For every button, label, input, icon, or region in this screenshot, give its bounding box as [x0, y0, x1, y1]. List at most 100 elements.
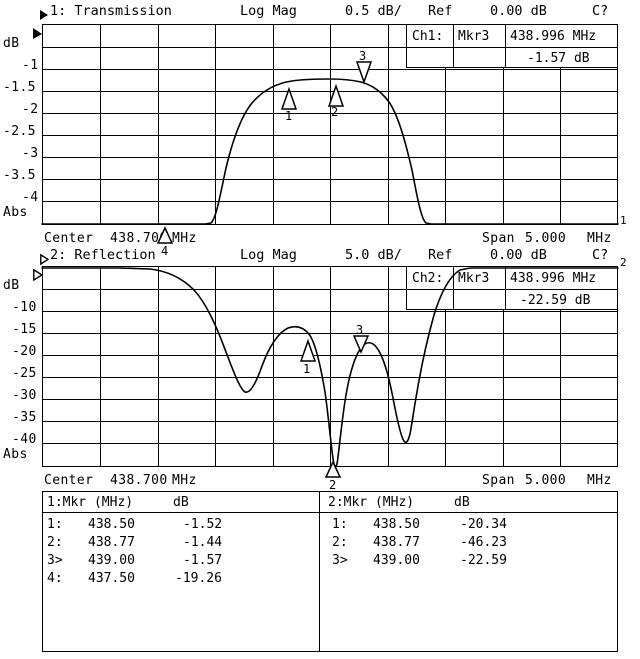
channel1-marker-readout-box: Ch1: Mkr3 438.996 MHz -1.57 dB [406, 24, 618, 68]
channel1-readout-amplitude: -1.57 dB [527, 51, 590, 66]
channel2-center-unit: MHz [172, 473, 197, 488]
channel1-ref-label: Ref [428, 3, 453, 19]
marker-table-left-row-1-freq: 438.50 [88, 517, 135, 532]
channel1-correction-status[interactable]: C? [592, 3, 609, 19]
marker-table-left-row-1-id: 1: [47, 517, 63, 532]
marker-table-left-row-2-value: -1.44 [183, 535, 223, 550]
channel1-marker-3-label: 3 [359, 49, 367, 63]
marker-table-right-row-2-freq: 438.77 [373, 535, 420, 550]
channel2-marker-1[interactable] [299, 338, 317, 363]
marker-table-right-row-1-freq: 438.50 [373, 517, 420, 532]
channel2-ytick-6: -40 [12, 432, 37, 447]
channel2-readout-marker[interactable]: Mkr3 [458, 271, 490, 286]
channel2-ytick-4: -30 [12, 388, 37, 403]
marker-table-right-row-2-id: 2: [332, 535, 348, 550]
channel1-marker-3[interactable] [355, 61, 373, 85]
channel1-ytick-2: -2 [22, 102, 39, 117]
channel1-format[interactable]: Log Mag [240, 3, 297, 19]
marker-table-right-row-3-freq: 439.00 [373, 553, 420, 568]
channel1-scale-per-division[interactable]: 0.5 dB/ [345, 3, 402, 19]
marker-table-left-row-4-value: -19.26 [175, 571, 222, 586]
channel2-ref-value[interactable]: 0.00 dB [490, 247, 547, 263]
channel1-span-unit: MHz [587, 231, 612, 246]
channel1-ytick-3: -2.5 [3, 124, 36, 139]
channel1-ytick-4: -3 [22, 146, 39, 161]
channel2-span-label: Span [482, 473, 515, 488]
channel1-active-pointer-icon [40, 6, 49, 25]
channel2-active-pointer-icon [40, 250, 50, 269]
channel2-correction-status[interactable]: C? [592, 247, 609, 263]
channel2-marker-readout-box: Ch2: Mkr3 438.996 MHz -22.59 dB [406, 266, 618, 310]
channel2-readout-channel: Ch2: [412, 271, 444, 286]
channel2-readout-frequency: 438.996 MHz [510, 271, 597, 286]
channel1-marker-1-label: 1 [285, 109, 293, 123]
channel2-reference-pointer-icon [33, 266, 44, 285]
channel1-yaxis-unit: dB [3, 36, 20, 51]
marker-table-left-row-3-value: -1.57 [183, 553, 223, 568]
channel1-title[interactable]: 1: Transmission [50, 3, 172, 19]
channel2-trace-index: 2 [620, 256, 627, 269]
channel1-marker-2-label: 2 [331, 105, 339, 119]
channel1-span-label: Span [482, 231, 515, 246]
marker-table-right-unit-header: dB [454, 495, 470, 510]
channel1-ytick-0: -1 [22, 58, 39, 73]
channel2-marker-2-label: 2 [329, 478, 337, 492]
channel1-marker-4[interactable] [156, 226, 174, 245]
channel2-readout-amplitude: -22.59 dB [520, 293, 591, 308]
channel2-ytick-2: -20 [12, 344, 37, 359]
channel1-marker-1[interactable] [280, 86, 298, 111]
marker-table-left-row-2-freq: 438.77 [88, 535, 135, 550]
channel2-yaxis-unit: dB [3, 278, 20, 293]
channel1-trace-index: 1 [620, 214, 627, 227]
channel2-span-unit: MHz [587, 473, 612, 488]
marker-table-right-row-1-value: -20.34 [460, 517, 507, 532]
channel2-yaxis-mode: Abs [3, 447, 28, 462]
channel2-format[interactable]: Log Mag [240, 247, 297, 263]
marker-table-right-row-2-value: -46.23 [460, 535, 507, 550]
marker-table-left-row-2-id: 2: [47, 535, 63, 550]
marker-table-left-title: 1:Mkr (MHz) [47, 495, 134, 510]
marker-table-left-row-3-freq: 439.00 [88, 553, 135, 568]
marker-table-left-row-1-value: -1.52 [183, 517, 223, 532]
channel2-scale-per-division[interactable]: 5.0 dB/ [345, 247, 402, 263]
channel2-ytick-3: -25 [12, 366, 37, 381]
channel1-center-value[interactable]: 438.700 [110, 231, 168, 246]
channel2-marker-3[interactable] [352, 335, 370, 354]
channel1-marker-2[interactable] [327, 83, 345, 108]
marker-table-right-title: 2:Mkr (MHz) [328, 495, 415, 510]
channel2-ref-label: Ref [428, 247, 453, 263]
channel2-ytick-0: -10 [12, 300, 37, 315]
channel2-ytick-5: -35 [12, 410, 37, 425]
channel2-marker-2[interactable] [324, 460, 342, 479]
channel2-marker-3-label: 3 [356, 323, 364, 337]
marker-table-right-row-3-id: 3> [332, 553, 348, 568]
channel1-readout-channel: Ch1: [412, 29, 444, 44]
channel1-ytick-6: -4 [22, 190, 39, 205]
marker-table-right-row-1-id: 1: [332, 517, 348, 532]
channel1-center-unit: MHz [172, 231, 197, 246]
channel1-readout-marker[interactable]: Mkr3 [458, 29, 490, 44]
channel2-span-value[interactable]: 5.000 [525, 473, 567, 488]
channel1-center-label: Center [44, 231, 94, 246]
channel2-marker-1-label: 1 [303, 362, 311, 376]
channel1-ytick-1: -1.5 [3, 80, 36, 95]
channel1-reference-pointer-icon [33, 25, 43, 44]
channel2-ytick-1: -15 [12, 322, 37, 337]
channel2-title[interactable]: 2: Reflection [50, 247, 156, 263]
marker-table-left-unit-header: dB [173, 495, 189, 510]
channel1-yaxis-mode: Abs [3, 205, 28, 220]
marker-table-left-row-3-id: 3> [47, 553, 63, 568]
marker-table-right: 2:Mkr (MHz) dB 1: 438.50 -20.34 2: 438.7… [320, 491, 618, 652]
channel2-center-label: Center [44, 473, 94, 488]
marker-table-left-row-4-id: 4: [47, 571, 63, 586]
marker-table-left-row-4-freq: 437.50 [88, 571, 135, 586]
marker-table-left: 1:Mkr (MHz) dB 1: 438.50 -1.52 2: 438.77… [42, 491, 320, 652]
channel1-span-value[interactable]: 5.000 [525, 231, 567, 246]
channel1-ref-value[interactable]: 0.00 dB [490, 3, 547, 19]
channel1-readout-frequency: 438.996 MHz [510, 29, 597, 44]
marker-table-right-row-3-value: -22.59 [460, 553, 507, 568]
channel1-marker-4-label: 4 [161, 244, 169, 258]
channel2-center-value[interactable]: 438.700 [110, 473, 168, 488]
